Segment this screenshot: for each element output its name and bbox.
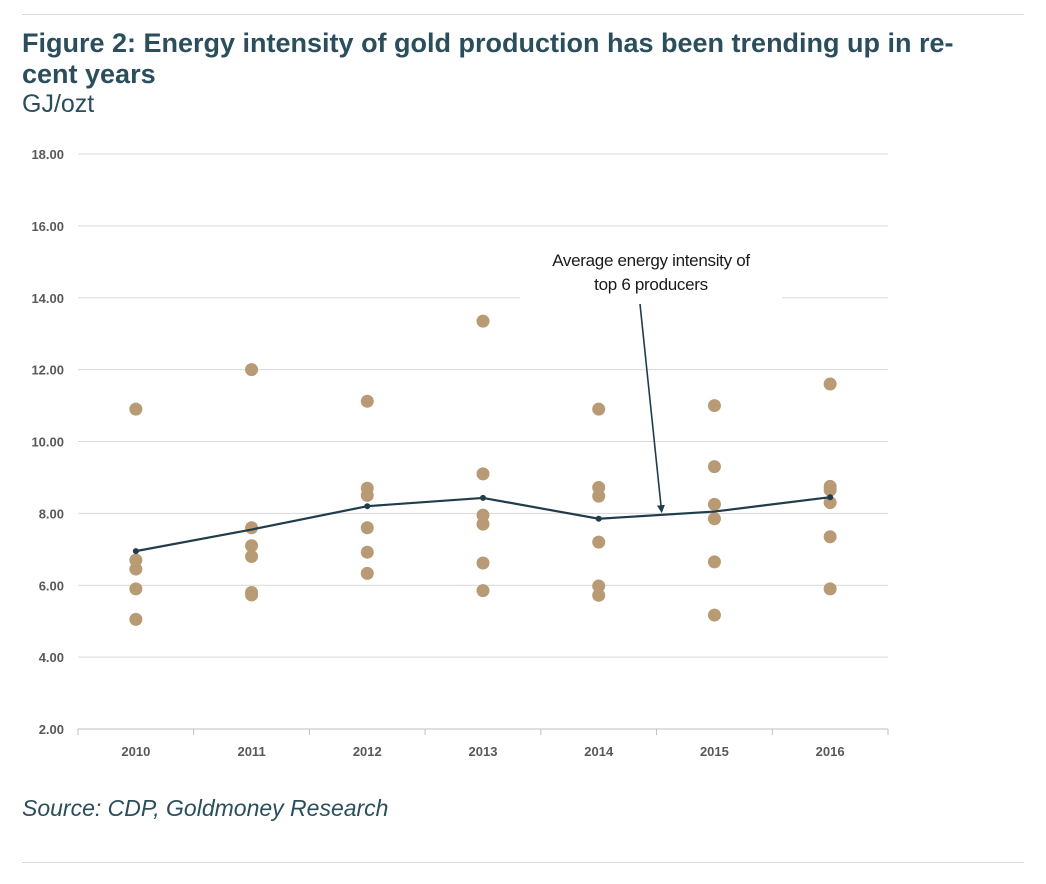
- y-tick-label: 8.00: [39, 506, 64, 521]
- producer-dot: [476, 584, 490, 598]
- annotation-text: top 6 producers: [594, 275, 708, 294]
- producer-dot: [129, 612, 143, 626]
- y-tick-label: 2.00: [39, 722, 64, 737]
- producer-dot: [707, 512, 721, 526]
- x-tick-label: 2014: [584, 744, 614, 759]
- annotation-text: Average energy intensity of: [552, 251, 750, 270]
- x-tick-label: 2010: [121, 744, 150, 759]
- producer-dots: [129, 314, 837, 626]
- annotation-arrow: [639, 303, 665, 514]
- figure-title: Figure 2: Energy intensity of gold produ…: [22, 28, 954, 89]
- y-tick-label: 10.00: [31, 435, 64, 450]
- top-rule: [22, 14, 1024, 15]
- producer-dot: [592, 579, 606, 593]
- producer-dot: [245, 539, 259, 553]
- average-point: [595, 515, 602, 522]
- average-point: [480, 494, 486, 501]
- producer-dot: [823, 582, 837, 596]
- average-line-group: [132, 494, 834, 555]
- x-tick-label: 2015: [700, 744, 729, 759]
- y-tick-label: 18.00: [31, 147, 64, 162]
- producer-dot: [360, 394, 374, 408]
- producer-dot: [129, 562, 143, 576]
- y-tick-label: 4.00: [39, 650, 64, 665]
- producer-dot: [823, 496, 837, 510]
- x-tick-label: 2013: [469, 744, 498, 759]
- x-tick-label: 2011: [237, 744, 265, 759]
- unit-label: GJ/ozt: [22, 90, 95, 118]
- producer-dot: [592, 489, 606, 503]
- producer-dot: [707, 399, 721, 413]
- producer-dot: [245, 363, 259, 377]
- producer-dot: [823, 483, 837, 497]
- producer-dot: [360, 521, 374, 535]
- x-tick-label: 2012: [353, 744, 382, 759]
- producer-dot: [823, 530, 837, 544]
- producer-dot: [476, 508, 490, 522]
- axes: 2.00 4.00 6.00 8.00 10.00 12.00 14.00 16.00 18.0…: [31, 147, 889, 759]
- producer-dot: [823, 377, 837, 391]
- producer-dot: [707, 555, 721, 569]
- producer-dot: [129, 553, 143, 567]
- producer-dot: [476, 556, 490, 570]
- producer-dot: [129, 582, 143, 596]
- producer-dot: [592, 402, 606, 416]
- producer-dot: [476, 517, 490, 531]
- producer-dot: [245, 588, 259, 602]
- producer-dot: [592, 535, 606, 549]
- x-tick-label: 2016: [816, 744, 845, 759]
- source-note: Source: CDP, Goldmoney Research: [22, 795, 389, 821]
- y-tick-label: 12.00: [31, 363, 64, 378]
- bottom-rule: [22, 862, 1024, 863]
- producer-dot: [360, 566, 374, 580]
- producer-dot: [360, 488, 374, 502]
- annotation: Average energy intensity of top 6 produce…: [520, 240, 782, 514]
- producer-dot: [360, 545, 374, 559]
- producer-dot: [245, 550, 259, 563]
- producer-dot: [592, 588, 606, 602]
- average-point: [364, 503, 371, 510]
- producer-dot: [707, 608, 721, 622]
- producer-dot: [707, 497, 721, 511]
- annotation-box: [520, 240, 782, 300]
- producer-dot: [476, 314, 490, 328]
- producer-dot: [129, 402, 143, 416]
- producer-dot: [476, 467, 490, 481]
- average-point: [827, 494, 834, 501]
- average-point: [132, 548, 139, 555]
- y-tick-label: 6.00: [39, 578, 64, 593]
- y-tick-label: 14.00: [31, 291, 64, 306]
- producer-dot: [707, 460, 721, 474]
- y-tick-label: 16.00: [31, 219, 64, 234]
